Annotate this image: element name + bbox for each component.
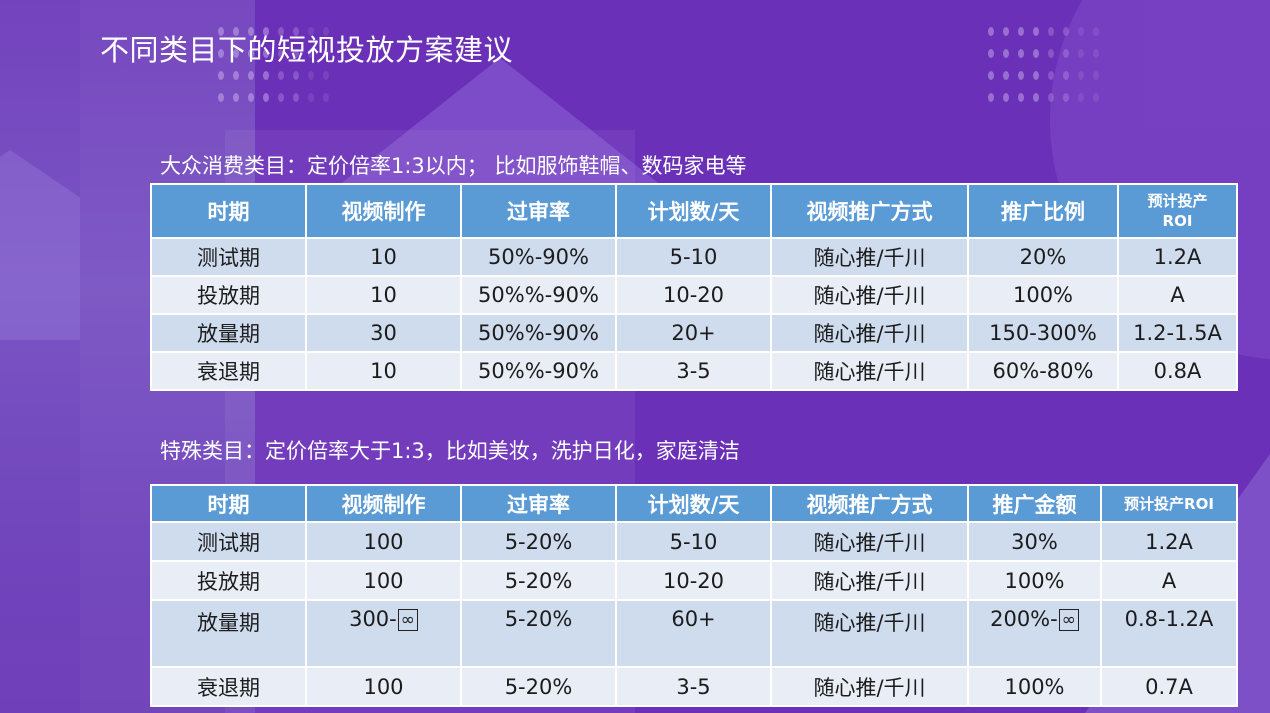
infinity-icon: ∞	[1058, 609, 1079, 631]
table-header-row: 时期 视频制作 过审率 计划数/天 视频推广方式 推广金额 预计投产ROI	[150, 484, 1238, 523]
cell-video: 100	[305, 560, 462, 601]
cell-roi: 0.7A	[1100, 666, 1238, 707]
cell-plans: 20+	[615, 313, 772, 353]
cell-ratio: 20%	[967, 237, 1119, 277]
header-promotion-amount: 推广金额	[967, 484, 1102, 523]
header-period: 时期	[150, 484, 307, 523]
cell-pass-rate: 5-20%	[460, 560, 617, 601]
cell-pass-rate: 50%%-90%	[460, 351, 617, 391]
header-pass-rate: 过审率	[460, 183, 617, 239]
cell-roi: 1.2A	[1117, 237, 1238, 277]
cell-plans: 3-5	[615, 351, 772, 391]
table-row: 投放期 100 5-20% 10-20 随心推/千川 100% A	[150, 560, 1238, 601]
cell-pass-rate: 5-20%	[460, 521, 617, 562]
cell-roi: A	[1100, 560, 1238, 601]
cell-pass-rate: 50%%-90%	[460, 275, 617, 315]
page-title: 不同类目下的短视投放方案建议	[100, 33, 514, 67]
cell-video: 300- ∞	[305, 599, 462, 668]
table-header-row: 时期 视频制作 过审率 计划数/天 视频推广方式 推广比例 预计投产 ROI	[150, 183, 1238, 239]
cell-method: 随心推/千川	[770, 521, 969, 562]
cell-period: 衰退期	[150, 666, 307, 707]
header-promotion-ratio: 推广比例	[967, 183, 1119, 239]
cell-roi: 1.2A	[1100, 521, 1238, 562]
cell-plans: 60+	[615, 599, 772, 668]
section1-subtitle: 大众消费类目：定价倍率1:3以内； 比如服饰鞋帽、数码家电等	[160, 154, 747, 178]
table-row: 投放期 10 50%%-90% 10-20 随心推/千川 100% A	[150, 275, 1238, 315]
table-row: 衰退期 10 50%%-90% 3-5 随心推/千川 60%-80% 0.8A	[150, 351, 1238, 391]
cell-plans: 10-20	[615, 275, 772, 315]
cell-method: 随心推/千川	[770, 275, 969, 315]
cell-ratio: 60%-80%	[967, 351, 1119, 391]
cell-period: 测试期	[150, 521, 307, 562]
section2-subtitle: 特殊类目：定价倍率大于1:3，比如美妆，洗护日化，家庭清洁	[160, 439, 740, 463]
cell-period: 放量期	[150, 313, 307, 353]
cell-period: 衰退期	[150, 351, 307, 391]
cell-roi: 0.8A	[1117, 351, 1238, 391]
header-pass-rate: 过审率	[460, 484, 617, 523]
header-plans-per-day: 计划数/天	[615, 183, 772, 239]
cell-pass-rate: 50%%-90%	[460, 313, 617, 353]
cell-plans: 5-10	[615, 237, 772, 277]
cell-ratio: 150-300%	[967, 313, 1119, 353]
cell-period: 投放期	[150, 275, 307, 315]
header-roi-line2: ROI	[1162, 212, 1193, 230]
cell-method: 随心推/千川	[770, 313, 969, 353]
header-plans-per-day: 计划数/天	[615, 484, 772, 523]
header-promotion-method: 视频推广方式	[770, 183, 969, 239]
header-roi-line1: 预计投产	[1147, 192, 1208, 210]
dot-grid-right	[988, 27, 1108, 102]
header-expected-roi: 预计投产ROI	[1100, 484, 1238, 523]
cell-method: 随心推/千川	[770, 599, 969, 668]
table-row: 测试期 100 5-20% 5-10 随心推/千川 30% 1.2A	[150, 521, 1238, 562]
cell-plans: 10-20	[615, 560, 772, 601]
cell-amount: 100%	[967, 666, 1102, 707]
cell-pass-rate: 50%-90%	[460, 237, 617, 277]
cell-ratio: 100%	[967, 275, 1119, 315]
cell-video: 100	[305, 666, 462, 707]
table-row: 放量期 30 50%%-90% 20+ 随心推/千川 150-300% 1.2-…	[150, 313, 1238, 353]
cell-video: 10	[305, 351, 462, 391]
table-row: 放量期 300- ∞ 5-20% 60+ 随心推/千川 200%- ∞ 0.8-1.…	[150, 599, 1238, 668]
infinity-icon: ∞	[397, 609, 418, 631]
cell-method: 随心推/千川	[770, 666, 969, 707]
header-video-production: 视频制作	[305, 183, 462, 239]
cell-plans: 5-10	[615, 521, 772, 562]
mass-consumer-table: 时期 视频制作 过审率 计划数/天 视频推广方式 推广比例 预计投产 ROI 测…	[150, 183, 1238, 391]
cell-video: 30	[305, 313, 462, 353]
cell-method: 随心推/千川	[770, 237, 969, 277]
cell-amount: 200%- ∞	[967, 599, 1102, 668]
cell-video: 100	[305, 521, 462, 562]
cell-video: 10	[305, 237, 462, 277]
background-hexagon-left	[0, 150, 80, 340]
table-row: 衰退期 100 5-20% 3-5 随心推/千川 100% 0.7A	[150, 666, 1238, 707]
header-video-production: 视频制作	[305, 484, 462, 523]
cell-period: 投放期	[150, 560, 307, 601]
cell-roi: 0.8-1.2A	[1100, 599, 1238, 668]
header-period: 时期	[150, 183, 307, 239]
cell-roi: 1.2-1.5A	[1117, 313, 1238, 353]
cell-plans: 3-5	[615, 666, 772, 707]
cell-pass-rate: 5-20%	[460, 599, 617, 668]
cell-video-value: 300-	[349, 607, 397, 631]
special-category-table: 时期 视频制作 过审率 计划数/天 视频推广方式 推广金额 预计投产ROI 测试…	[150, 484, 1238, 707]
cell-amount: 100%	[967, 560, 1102, 601]
header-expected-roi: 预计投产 ROI	[1117, 183, 1238, 239]
header-promotion-method: 视频推广方式	[770, 484, 969, 523]
cell-amount: 30%	[967, 521, 1102, 562]
cell-roi: A	[1117, 275, 1238, 315]
cell-amount-value: 200%-	[990, 607, 1058, 631]
cell-method: 随心推/千川	[770, 351, 969, 391]
cell-pass-rate: 5-20%	[460, 666, 617, 707]
cell-video: 10	[305, 275, 462, 315]
table-row: 测试期 10 50%-90% 5-10 随心推/千川 20% 1.2A	[150, 237, 1238, 277]
cell-period: 放量期	[150, 599, 307, 668]
cell-method: 随心推/千川	[770, 560, 969, 601]
cell-period: 测试期	[150, 237, 307, 277]
